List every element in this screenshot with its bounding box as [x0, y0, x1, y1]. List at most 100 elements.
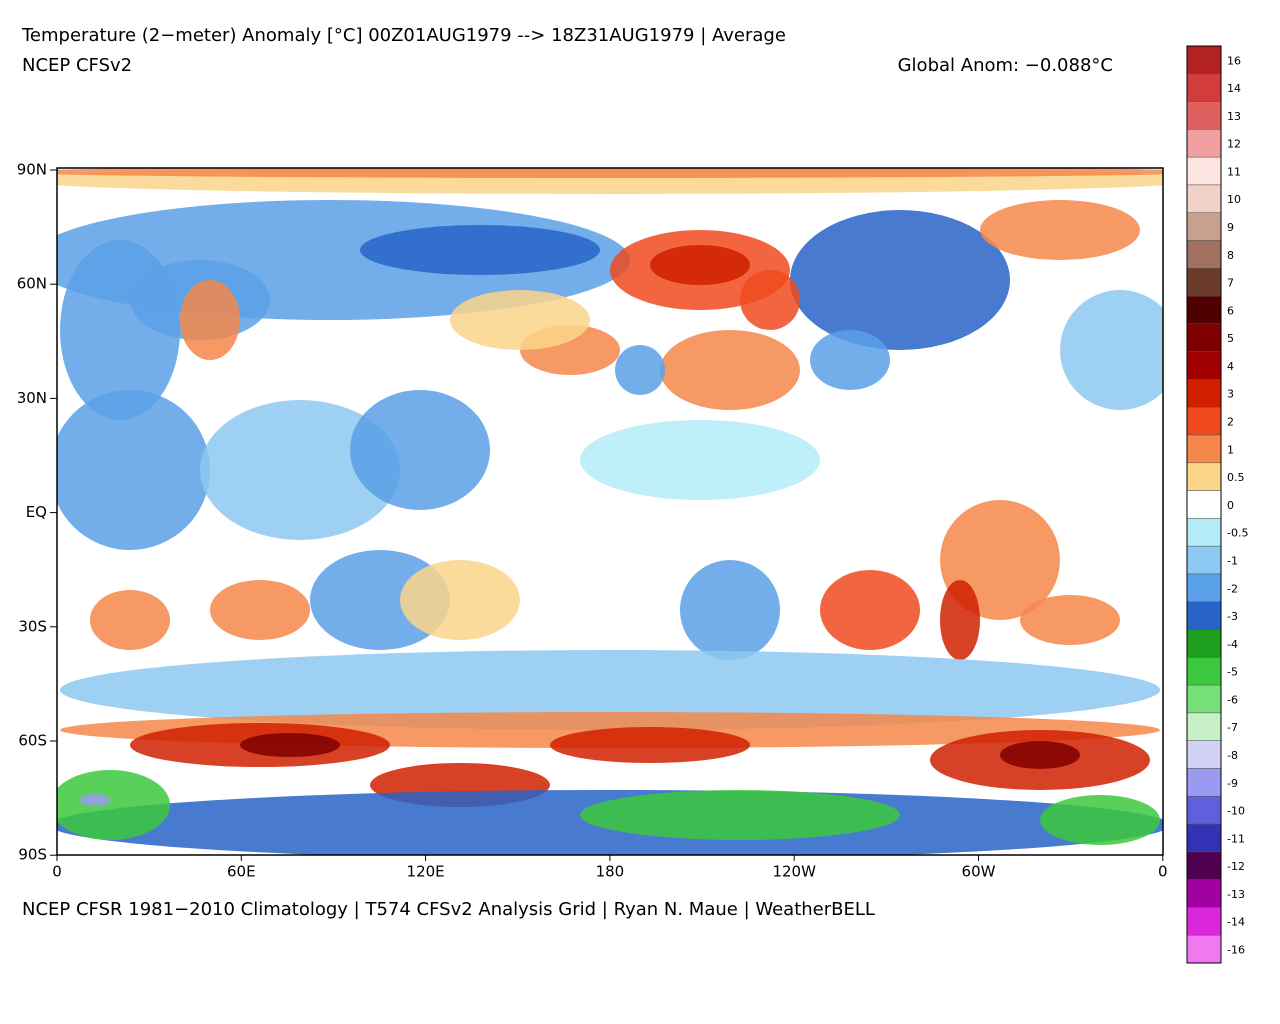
- colorbar-swatch: [1186, 879, 1222, 908]
- anomaly-region: [57, 168, 1163, 178]
- colorbar-swatch: [1186, 851, 1222, 880]
- anomaly-region: [650, 245, 750, 285]
- anomaly-region: [210, 580, 310, 640]
- colorbar-swatch: [1186, 212, 1222, 241]
- colorbar-label: -10: [1227, 805, 1245, 818]
- anomaly-region: [350, 390, 490, 510]
- anomaly-region: [60, 240, 180, 420]
- lat-label: 30N: [17, 389, 47, 407]
- colorbar-label: -0.5: [1227, 527, 1248, 540]
- lon-label: 60E: [227, 863, 256, 881]
- anomaly-region: [57, 770, 170, 840]
- colorbar-swatch: [1186, 768, 1222, 797]
- colorbar-label: -2: [1227, 582, 1238, 595]
- lon-label: 0: [52, 863, 62, 881]
- anomaly-region: [660, 330, 800, 410]
- colorbar-swatch: [1186, 573, 1222, 603]
- colorbar-label: 11: [1227, 165, 1241, 178]
- anomaly-region: [1000, 741, 1080, 769]
- anomaly-region: [820, 570, 920, 650]
- anomaly-region: [180, 280, 240, 360]
- colorbar-label: -13: [1227, 888, 1245, 901]
- lat-label: 60S: [18, 732, 47, 750]
- lon-label: 60W: [962, 863, 996, 881]
- colorbar-swatch: [1186, 490, 1222, 519]
- anomaly-region: [810, 330, 890, 390]
- colorbar-label: 16: [1227, 54, 1241, 67]
- colorbar-swatch: [1186, 323, 1222, 352]
- anomaly-region: [400, 560, 520, 640]
- colorbar-swatch: [1186, 823, 1222, 853]
- anomaly-region: [1020, 595, 1120, 645]
- colorbar-swatch: [1186, 462, 1222, 491]
- colorbar-label: 10: [1227, 193, 1241, 206]
- anomaly-region: [615, 345, 665, 395]
- colorbar-swatch: [1186, 434, 1222, 464]
- colorbar-swatch: [1186, 73, 1222, 102]
- colorbar-label: -5: [1227, 666, 1238, 679]
- lat-label: EQ: [26, 503, 47, 521]
- colorbar-swatch: [1186, 545, 1222, 575]
- colorbar-swatch: [1186, 657, 1222, 686]
- colorbar-swatch: [1186, 184, 1222, 213]
- colorbar-label: 9: [1227, 221, 1234, 234]
- lon-label: 120E: [407, 863, 445, 881]
- colorbar-swatch: [1186, 240, 1222, 269]
- anomaly-region: [450, 290, 590, 350]
- lat-label: 60N: [17, 275, 47, 293]
- colorbar-swatch: [1186, 351, 1222, 380]
- colorbar-swatch: [1186, 295, 1222, 325]
- colorbar-swatch: [1186, 907, 1222, 936]
- colorbar-label: -12: [1227, 860, 1245, 873]
- colorbar-swatch: [1186, 740, 1222, 769]
- global-anomaly: Global Anom: −0.088°C: [898, 55, 1113, 76]
- colorbar-label: 8: [1227, 249, 1234, 262]
- colorbar-swatch: [1186, 629, 1222, 658]
- colorbar-swatch: [1186, 156, 1222, 186]
- colorbar-label: -9: [1227, 777, 1238, 790]
- anomaly-region: [1040, 795, 1160, 845]
- colorbar-swatch: [1186, 129, 1222, 158]
- colorbar-label: -4: [1227, 638, 1238, 651]
- anomaly-region: [1060, 290, 1163, 410]
- anomaly-region: [200, 400, 400, 540]
- colorbar-swatch: [1186, 45, 1222, 75]
- colorbar-swatch: [1186, 934, 1222, 964]
- colorbar-swatch: [1186, 406, 1222, 436]
- anomaly-region: [790, 210, 1010, 350]
- colorbar-label: 13: [1227, 110, 1241, 123]
- anomaly-region: [740, 270, 800, 330]
- colorbar-label: -16: [1227, 943, 1245, 956]
- colorbar-label: 0.5: [1227, 471, 1245, 484]
- colorbar-label: 5: [1227, 332, 1234, 345]
- anomaly-region: [940, 580, 980, 660]
- lat-label: 90N: [17, 161, 47, 179]
- colorbar-swatch: [1186, 601, 1222, 630]
- anomaly-region: [57, 390, 210, 550]
- anomaly-region: [580, 790, 900, 840]
- lon-label: 180: [596, 863, 625, 881]
- colorbar-frame: [1186, 45, 1222, 964]
- colorbar-swatch: [1186, 101, 1222, 130]
- anomaly-region: [680, 560, 780, 660]
- colorbar-label: 14: [1227, 82, 1241, 95]
- anomaly-region: [550, 727, 750, 763]
- colorbar-label: -3: [1227, 610, 1238, 623]
- colorbar-swatch: [1186, 712, 1222, 741]
- lon-label: 120W: [772, 863, 816, 881]
- colorbar-label: 7: [1227, 277, 1234, 290]
- anomaly-region: [60, 650, 1160, 730]
- colorbar-swatch: [1186, 268, 1222, 297]
- anomaly-region: [240, 733, 340, 757]
- colorbar-label: -6: [1227, 693, 1238, 706]
- colorbar-label: 1: [1227, 443, 1234, 456]
- colorbar-label: 4: [1227, 360, 1234, 373]
- colorbar-label: 6: [1227, 304, 1234, 317]
- model-name: NCEP CFSv2: [22, 55, 132, 76]
- colorbar-label: -1: [1227, 554, 1238, 567]
- colorbar-label: 0: [1227, 499, 1234, 512]
- colorbar-label: -14: [1227, 916, 1245, 929]
- anomaly-region: [90, 590, 170, 650]
- footer: NCEP CFSR 1981−2010 Climatology | T574 C…: [22, 899, 875, 920]
